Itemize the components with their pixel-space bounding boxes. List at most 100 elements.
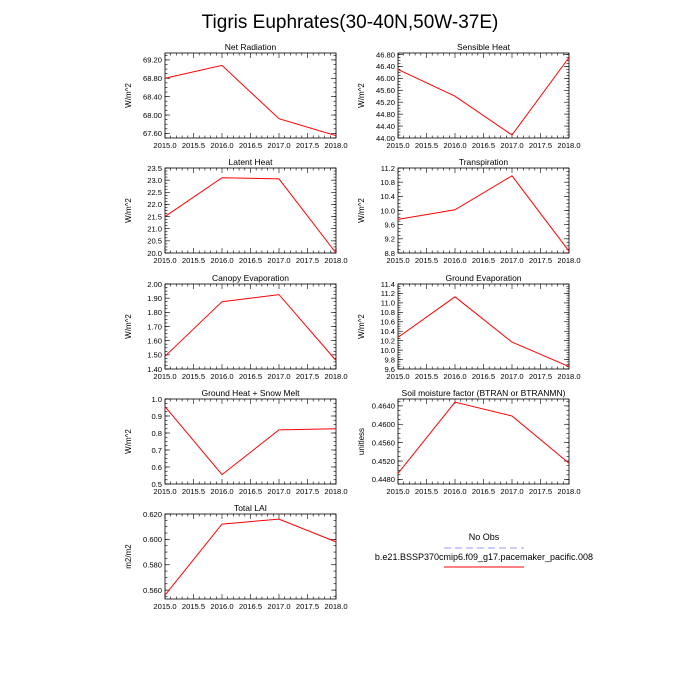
x-tick-label: 2017.0 — [500, 256, 523, 265]
x-tick-label: 2016.0 — [210, 602, 233, 611]
x-tick-label: 2016.5 — [472, 141, 495, 150]
legend-label-no-obs: No Obs — [469, 532, 500, 542]
x-tick-label: 2016.0 — [443, 141, 466, 150]
x-tick-label: 2017.5 — [529, 487, 552, 496]
y-tick-label: 11.0 — [381, 299, 395, 308]
x-tick-label: 2016.0 — [210, 256, 233, 265]
x-tick-label: 2018.0 — [557, 487, 580, 496]
x-tick-label: 2016.5 — [239, 141, 262, 150]
x-tick-label: 2015.5 — [182, 141, 205, 150]
y-tick-label: 10.4 — [380, 327, 395, 336]
y-axis-label: m2/m2 — [124, 544, 133, 569]
panel-title: Ground Heat + Snow Melt — [201, 388, 300, 398]
y-tick-label: 2.00 — [147, 280, 162, 289]
y-tick-label: 11.4 — [381, 280, 395, 289]
plot-frame — [164, 398, 337, 485]
y-tick-label: 9.6 — [384, 220, 395, 229]
x-tick-label: 2017.0 — [267, 487, 290, 496]
x-tick-label: 2015.5 — [415, 141, 438, 150]
legend: No Obs b.e21.BSSP370cmip6.f09_g17.pacema… — [375, 532, 593, 568]
x-tick-label: 2016.0 — [210, 372, 233, 381]
y-axis-label: W/m^2 — [124, 314, 133, 339]
y-tick-label: 45.20 — [376, 98, 395, 107]
panel-total-lai: Total LAI 2015.0 2015.5 2016.0 2016.5 2017.0 2… — [124, 503, 348, 611]
x-tick-label: 2015.0 — [153, 256, 176, 265]
x-tick-label: 2018.0 — [324, 487, 347, 496]
y-tick-label: 10.8 — [380, 178, 395, 187]
panel-sensible-heat: Sensible Heat 2015.0 2015.5 2016.0 2016.5 201… — [357, 42, 581, 150]
x-tick-label: 2018.0 — [557, 372, 580, 381]
x-tick-label: 2018.0 — [557, 141, 580, 150]
y-tick-label: 21.5 — [147, 212, 162, 221]
y-tick-label: 1.70 — [147, 322, 162, 331]
x-tick-label: 2016.5 — [472, 487, 495, 496]
y-tick-label: 68.40 — [143, 92, 162, 101]
y-tick-label: 23.5 — [147, 164, 162, 173]
y-tick-label: 46.00 — [376, 74, 395, 83]
y-tick-label: 44.40 — [376, 122, 395, 131]
y-axis-label: W/m^2 — [124, 429, 133, 454]
series-line — [164, 177, 337, 254]
x-tick-label: 2016.5 — [239, 487, 262, 496]
y-tick-label: 0.5 — [151, 480, 162, 489]
y-tick-label: 0.6 — [151, 463, 162, 472]
y-tick-label: 0.4560 — [372, 438, 395, 447]
series-line — [397, 175, 570, 252]
x-tick-label: 2018.0 — [324, 141, 347, 150]
y-tick-label: 10.0 — [380, 206, 395, 215]
x-tick-label: 2017.0 — [267, 372, 290, 381]
y-tick-label: 9.2 — [384, 235, 395, 244]
x-tick-label: 2017.5 — [529, 372, 552, 381]
y-tick-label: 0.600 — [143, 535, 162, 544]
series-line — [397, 296, 570, 368]
x-tick-label: 2016.5 — [472, 372, 495, 381]
legend-label-model: b.e21.BSSP370cmip6.f09_g17.pacemaker_pac… — [375, 552, 593, 562]
y-tick-label: 1.60 — [147, 336, 162, 345]
panel-ground-evaporation: Ground Evaporation 2015.0 2015.5 2016.0 2016… — [357, 273, 581, 381]
x-tick-label: 2017.0 — [500, 487, 523, 496]
y-tick-label: 1.0 — [151, 395, 162, 404]
panel-transpiration: Transpiration 2015.0 2015.5 2016.0 2016.5 201… — [357, 157, 581, 265]
x-tick-label: 2015.5 — [182, 602, 205, 611]
y-tick-label: 0.580 — [143, 561, 162, 570]
y-tick-label: 1.50 — [147, 351, 162, 360]
y-tick-label: 0.4520 — [372, 457, 395, 466]
y-tick-label: 46.40 — [376, 62, 395, 71]
y-tick-label: 9.6 — [384, 365, 395, 374]
x-tick-label: 2016.5 — [239, 602, 262, 611]
y-axis-label: W/m^2 — [124, 83, 133, 108]
x-tick-label: 2017.5 — [296, 141, 319, 150]
y-axis-label: W/m^2 — [357, 198, 366, 223]
y-tick-label: 22.5 — [147, 188, 162, 197]
y-tick-label: 10.4 — [380, 192, 395, 201]
panel-title: Total LAI — [234, 503, 267, 513]
y-tick-label: 1.80 — [147, 308, 162, 317]
x-tick-label: 2015.0 — [153, 602, 176, 611]
plot-frame — [164, 513, 337, 600]
series-line — [164, 294, 337, 361]
y-tick-label: 1.90 — [147, 294, 162, 303]
x-tick-label: 2015.0 — [386, 141, 409, 150]
y-tick-label: 20.5 — [147, 237, 162, 246]
x-tick-label: 2018.0 — [324, 602, 347, 611]
panel-title: Soil moisture factor (BTRAN or BTRANMN) — [402, 388, 566, 398]
y-tick-label: 22.0 — [147, 200, 162, 209]
series-line — [397, 401, 570, 474]
y-tick-label: 67.60 — [143, 129, 162, 138]
y-tick-label: 44.00 — [376, 134, 395, 143]
x-tick-label: 2017.5 — [529, 256, 552, 265]
plot-frame — [397, 52, 570, 139]
y-axis-label: W/m^2 — [124, 198, 133, 223]
x-tick-label: 2016.5 — [239, 372, 262, 381]
x-tick-label: 2015.0 — [153, 141, 176, 150]
y-tick-label: 10.2 — [380, 336, 395, 345]
x-tick-label: 2015.5 — [415, 256, 438, 265]
x-tick-label: 2018.0 — [324, 372, 347, 381]
y-tick-label: 45.60 — [376, 86, 395, 95]
panels: Net Radiation 2015.0 2015.5 2016.0 2016.5 201… — [124, 42, 581, 611]
series-line — [164, 406, 337, 476]
panel-title: Sensible Heat — [457, 42, 511, 52]
y-tick-label: 9.8 — [384, 355, 395, 364]
panel-title: Canopy Evaporation — [212, 273, 289, 283]
